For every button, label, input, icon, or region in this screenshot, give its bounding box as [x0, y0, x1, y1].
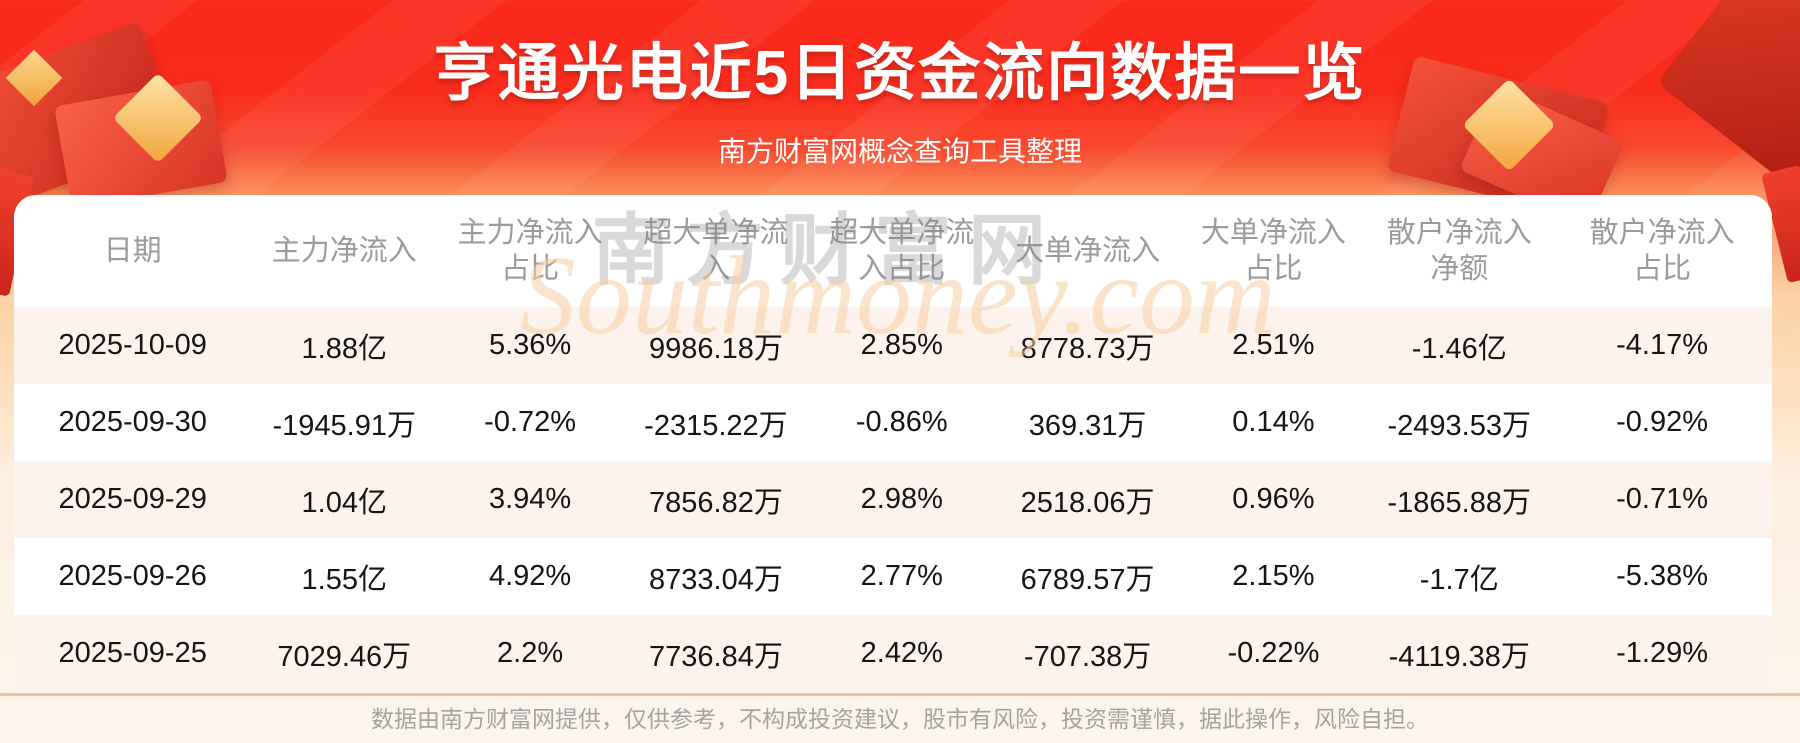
value-cell: 0.96% — [1232, 483, 1315, 515]
value-cell: -1865.88万 — [1387, 486, 1531, 519]
value-cell: 7029.46万 — [277, 640, 412, 673]
value-cell: 2.51% — [1232, 329, 1315, 361]
value-cell: -2315.22万 — [644, 409, 788, 442]
value-cell: 8733.04万 — [649, 563, 783, 596]
value-cell: 6789.57万 — [1020, 563, 1155, 596]
column-header-1: 主力净流入 — [271, 234, 417, 267]
table-row: 2025-09-30 -1945.91万 -0.72% -2315.22万 -0.86%… — [14, 384, 1772, 461]
table-row: 2025-10-09 1.88亿 5.36% 9986.18万 2.85% 8778.73… — [14, 307, 1772, 384]
value-cell: 2.77% — [860, 560, 943, 592]
value-cell: -1945.91万 — [272, 409, 417, 442]
value-cell: -2493.53万 — [1387, 409, 1531, 442]
page-subtitle: 南方财富网概念查询工具整理 — [717, 136, 1082, 167]
fund-flow-table: 日期 主力净流入 主力净流入 占比 超大单净流 入超大单净流 入占比 大单净流入 大单净流… — [14, 195, 1772, 692]
value-cell: -0.72% — [484, 406, 577, 438]
value-cell: 369.31万 — [1028, 409, 1147, 442]
value-cell: 4.92% — [488, 560, 572, 592]
page-title: 亨通光电近5日资金流向数据一览 — [433, 39, 1367, 108]
value-cell: -4.17% — [1616, 329, 1709, 361]
disclaimer-text: 数据由南方财富网提供，仅供参考，不构成投资建议，股市有风险，投资需谨慎，据此操作… — [371, 706, 1429, 732]
column-header-5: 大单净流入 — [1015, 234, 1161, 267]
value-cell: -0.92% — [1616, 406, 1709, 438]
value-cell: 2.15% — [1232, 560, 1315, 592]
date-cell: 2025-09-26 — [58, 560, 207, 592]
column-header-6: 大单净流入 占比 — [1200, 216, 1346, 285]
value-cell: -707.38万 — [1023, 640, 1152, 673]
value-cell: 1.04亿 — [301, 486, 387, 519]
date-cell: 2025-10-09 — [58, 329, 207, 361]
data-table-card: 日期 主力净流入 主力净流入 占比 超大单净流 入超大单净流 入占比 大单净流入 大单净流… — [14, 195, 1772, 693]
column-header-2: 主力净流入 占比 — [457, 216, 603, 285]
value-cell: -0.71% — [1616, 483, 1709, 515]
table-body: 2025-10-09 1.88亿 5.36% 9986.18万 2.85% 8778.73… — [14, 307, 1772, 692]
table-row: 2025-09-26 1.55亿 4.92% 8733.04万 2.77% 6789.57… — [14, 538, 1772, 615]
value-cell: -0.22% — [1227, 637, 1320, 669]
date-cell: 2025-09-29 — [58, 483, 207, 515]
value-cell: -4119.38万 — [1388, 640, 1530, 673]
date-cell: 2025-09-25 — [58, 637, 207, 669]
value-cell: -0.86% — [855, 406, 948, 438]
value-cell: 9986.18万 — [649, 332, 783, 365]
date-cell: 2025-09-30 — [58, 406, 207, 438]
table-row: 2025-09-29 1.04亿 3.94% 7856.82万 2.98% 2518.06… — [14, 461, 1772, 538]
value-cell: -1.46亿 — [1411, 332, 1507, 365]
value-cell: -1.29% — [1616, 637, 1709, 669]
value-cell: 2.2% — [497, 637, 564, 669]
value-cell: 0.14% — [1232, 406, 1315, 438]
column-header-8: 散户净流入 占比 — [1589, 216, 1735, 285]
table-header-row: 日期 主力净流入 主力净流入 占比 超大单净流 入超大单净流 入占比 大单净流入 大单净流… — [14, 195, 1772, 307]
value-cell: -1.7亿 — [1419, 563, 1499, 596]
value-cell: 1.55亿 — [301, 563, 387, 596]
value-cell: 2518.06万 — [1020, 486, 1155, 519]
value-cell: 1.88亿 — [301, 332, 387, 365]
value-cell: 7736.84万 — [649, 640, 783, 673]
table-row: 2025-09-25 7029.46万 2.2% 7736.84万 2.42% -707.… — [14, 615, 1772, 692]
value-cell: 8778.73万 — [1020, 332, 1155, 365]
column-header-4: 超大单净流 入占比 — [829, 216, 975, 285]
value-cell: 7856.82万 — [649, 486, 783, 519]
table-header: 日期 主力净流入 主力净流入 占比 超大单净流 入超大单净流 入占比 大单净流入 大单净流… — [14, 195, 1772, 307]
value-cell: 2.98% — [860, 483, 943, 515]
value-cell: 5.36% — [488, 329, 572, 361]
banner: 亨通光电近5日资金流向数据一览 南方财富网概念查询工具整理 — [0, 0, 1800, 297]
value-cell: 3.94% — [488, 483, 572, 515]
value-cell: 2.42% — [860, 637, 943, 669]
column-header-3: 超大单净流 入 — [643, 216, 789, 285]
footer: 数据由南方财富网提供，仅供参考，不构成投资建议，股市有风险，投资需谨慎，据此操作… — [0, 693, 1800, 743]
value-cell: 2.85% — [860, 329, 943, 361]
column-header-7: 散户净流入 净额 — [1386, 216, 1532, 285]
value-cell: -5.38% — [1616, 560, 1709, 592]
column-header-0: 日期 — [103, 234, 162, 267]
